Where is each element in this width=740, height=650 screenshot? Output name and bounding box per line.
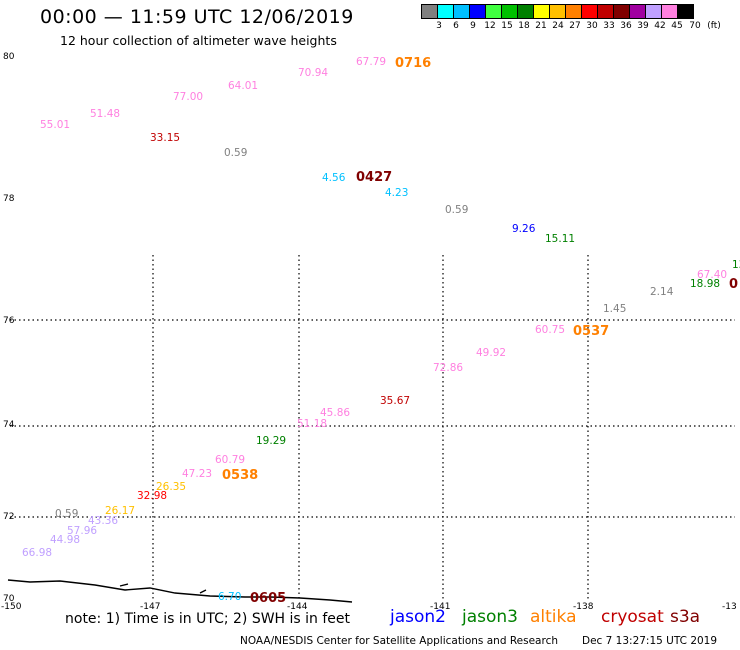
color-scale-labels: 3 6 9 12 15 18 21 24 27 30 33 36 39 42 45 70 (ft)	[421, 21, 740, 33]
wave-height-label: 1.45	[603, 303, 626, 315]
wave-height-label: 33.15	[150, 132, 180, 144]
latitude-tick-label: 74	[3, 420, 15, 430]
footer-timestamp: Dec 7 13:27:15 UTC 2019	[582, 635, 718, 647]
scale-label: 33	[603, 21, 615, 31]
wave-height-label: 49.92	[476, 347, 506, 359]
longitude-tick-label: -138	[573, 602, 594, 612]
scale-label: 18	[518, 21, 530, 31]
scale-label: 70	[689, 21, 701, 31]
wave-height-label: 72.86	[433, 362, 463, 374]
legend-cryosat: cryosat	[601, 607, 664, 627]
wave-height-label: 0.59	[224, 147, 247, 159]
pass-time-label: 0716	[395, 56, 431, 71]
wave-height-label: 67.79	[356, 56, 386, 68]
wave-height-label: 45.86	[320, 407, 350, 419]
wave-height-label: 44.98	[50, 534, 80, 546]
page-title: 00:00 — 11:59 UTC 12/06/2019	[40, 6, 354, 28]
axis-tick-labels: -150 -147 -144 -141 -138 -13 80 78 76 74 72 70	[1, 52, 737, 612]
wave-height-label: 35.67	[380, 395, 410, 407]
wave-height-label: 26.35	[156, 481, 186, 493]
wave-height-label: 15.11	[545, 233, 575, 245]
scale-swatch	[677, 4, 694, 19]
longitude-tick-label: -13	[722, 602, 737, 612]
scale-label: 15	[501, 21, 513, 31]
coastline	[7, 579, 353, 603]
lat-lon-grid	[10, 255, 735, 600]
wave-height-label: 9.26	[512, 223, 536, 235]
legend-altika: altika	[530, 607, 577, 627]
alaska-coastline	[7, 579, 353, 603]
wave-height-label: 57.96	[67, 525, 97, 537]
scale-label: 45	[671, 21, 683, 31]
latitude-tick-label: 78	[3, 194, 15, 204]
wave-height-label: 51.18	[297, 418, 327, 430]
wave-height-label: 2.14	[650, 286, 674, 298]
scale-label: 6	[453, 21, 459, 31]
scale-label: 12	[484, 21, 496, 31]
wave-height-label: 18.98	[690, 278, 720, 290]
wave-height-label: 4.23	[385, 187, 408, 199]
latitude-tick-label: 72	[3, 512, 14, 522]
wave-height-label: 47.23	[182, 468, 212, 480]
wave-height-label: 51.48	[90, 108, 120, 120]
wave-height-label: 0.59	[55, 508, 78, 520]
wave-height-label: 70.94	[298, 67, 328, 79]
legend-jason2: jason2	[390, 607, 446, 627]
latitude-tick-label: 70	[3, 594, 15, 604]
latitude-tick-label: 76	[3, 316, 15, 326]
scale-label: 9	[470, 21, 476, 31]
scale-label: 3	[436, 21, 442, 31]
legend-jason3: jason3	[462, 607, 518, 627]
longitude-tick-label: -141	[430, 602, 450, 612]
page-subtitle: 12 hour collection of altimeter wave hei…	[60, 33, 337, 48]
latitude-tick-label: 80	[3, 52, 15, 62]
wave-height-observations: 67.79 70.94 64.01 77.00 51.48 55.01 33.15 0.59 4…	[22, 56, 740, 603]
pass-time-label: 0	[729, 277, 738, 292]
wave-height-label: 67.40	[697, 269, 727, 281]
wave-height-label: 4.56	[322, 172, 346, 184]
scale-label: 27	[569, 21, 581, 31]
longitude-tick-label: -147	[140, 602, 160, 612]
scale-label: (ft)	[707, 21, 721, 31]
wave-height-label: 55.01	[40, 119, 70, 131]
scale-label: 21	[535, 21, 547, 31]
legend-s3a: s3a	[670, 607, 701, 627]
footer-credit: NOAA/NESDIS Center for Satellite Applica…	[240, 635, 558, 647]
wave-height-label: 13	[732, 259, 740, 271]
scale-label: 42	[654, 21, 666, 31]
wave-height-label: 0.59	[445, 204, 468, 216]
wave-height-label: 32.98	[137, 490, 167, 502]
longitude-tick-label: -150	[1, 602, 22, 612]
wave-height-label: 19.29	[256, 435, 286, 447]
wave-height-label: 43.36	[88, 515, 118, 527]
wave-height-label: 66.98	[22, 547, 52, 559]
pass-time-label: 0427	[356, 170, 392, 185]
pass-time-labels: 0716 0427 0 0537 0538 0605	[222, 56, 738, 606]
wave-height-color-scale	[421, 4, 694, 19]
longitude-tick-label: -144	[287, 602, 308, 612]
wave-height-label: 77.00	[173, 91, 203, 103]
pass-time-label: 0538	[222, 468, 258, 483]
scale-label: 30	[586, 21, 598, 31]
wave-height-label: 6.70	[218, 591, 241, 603]
wave-height-label: 64.01	[228, 80, 258, 92]
pass-time-label: 0605	[250, 591, 286, 606]
wave-height-label: 60.75	[535, 324, 565, 336]
pass-time-label: 0537	[573, 324, 609, 339]
wave-height-label: 60.79	[215, 454, 245, 466]
footer-note: note: 1) Time is in UTC; 2) SWH is in fe…	[65, 611, 351, 627]
scale-label: 39	[637, 21, 649, 31]
wave-height-label: 26.17	[105, 505, 135, 517]
scale-label: 24	[552, 21, 564, 31]
scale-label: 36	[620, 21, 632, 31]
